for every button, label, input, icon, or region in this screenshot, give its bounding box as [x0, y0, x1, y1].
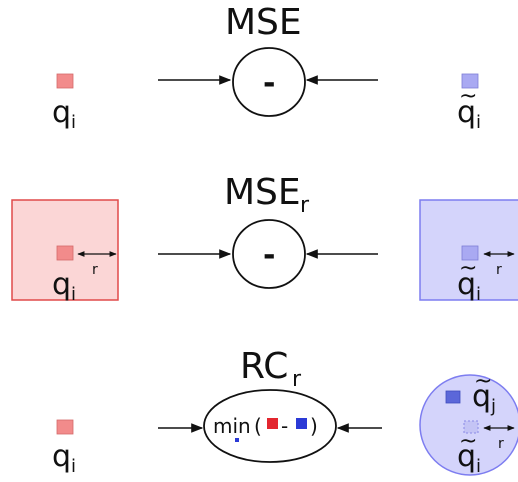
right-q-tilde: ~	[459, 84, 477, 109]
row-mse: MSE q i - ~ q i	[52, 2, 481, 133]
radius-label: r	[498, 436, 504, 452]
blue-neighbor-square	[445, 390, 461, 404]
red-square-symbol	[267, 418, 278, 429]
min-open-paren: (	[254, 414, 262, 438]
right-q-label-top: q	[472, 379, 491, 414]
red-point-square	[56, 73, 74, 89]
row-rc-r-title-subscript: r	[292, 367, 302, 392]
right-q-subscript-top: j	[490, 396, 496, 417]
left-q-subscript: i	[71, 284, 76, 305]
left-q-label: q	[52, 95, 71, 130]
right-q-subscript-bottom: i	[476, 456, 481, 477]
row-rc-r: RC r q i min ( - ) ~ q j r ~ q i	[52, 346, 518, 477]
row-mse-r-title-subscript: r	[300, 193, 310, 218]
left-q-subscript: i	[71, 456, 76, 477]
red-point-square	[56, 419, 74, 435]
right-q-label: q	[457, 95, 476, 130]
blue-point-square	[461, 245, 479, 261]
radius-label: r	[496, 262, 502, 278]
right-q-tilde: ~	[459, 256, 477, 281]
blue-center-square	[463, 420, 479, 434]
row-mse-title: MSE	[225, 2, 302, 43]
right-q-label: q	[457, 267, 476, 302]
right-q-subscript: i	[476, 284, 481, 305]
minus-operator-label: -	[263, 66, 275, 101]
right-q-tilde-bottom: ~	[459, 429, 477, 454]
min-subscript-blue-square	[235, 438, 239, 442]
red-point-square	[56, 245, 74, 261]
right-q-label-bottom: q	[457, 439, 476, 474]
minus-operator-circle	[232, 47, 306, 117]
row-rc-r-title: RC	[240, 346, 288, 387]
min-close-paren: )	[310, 414, 318, 438]
minus-operator-circle	[232, 219, 306, 289]
min-operator-label: min	[213, 414, 251, 438]
blue-square-symbol	[296, 418, 307, 429]
right-q-tilde-top: ~	[474, 369, 492, 394]
row-mse-r-title: MSE	[224, 172, 301, 213]
blue-point-square	[461, 73, 479, 89]
radius-label: r	[92, 262, 98, 278]
right-q-subscript: i	[476, 112, 481, 133]
left-q-label: q	[52, 267, 71, 302]
row-mse-r: MSE r r q i - r ~ q i	[11, 172, 518, 305]
left-q-label: q	[52, 439, 71, 474]
minus-operator-label: -	[263, 238, 275, 273]
left-q-subscript: i	[71, 112, 76, 133]
min-minus-sign: -	[281, 414, 288, 438]
